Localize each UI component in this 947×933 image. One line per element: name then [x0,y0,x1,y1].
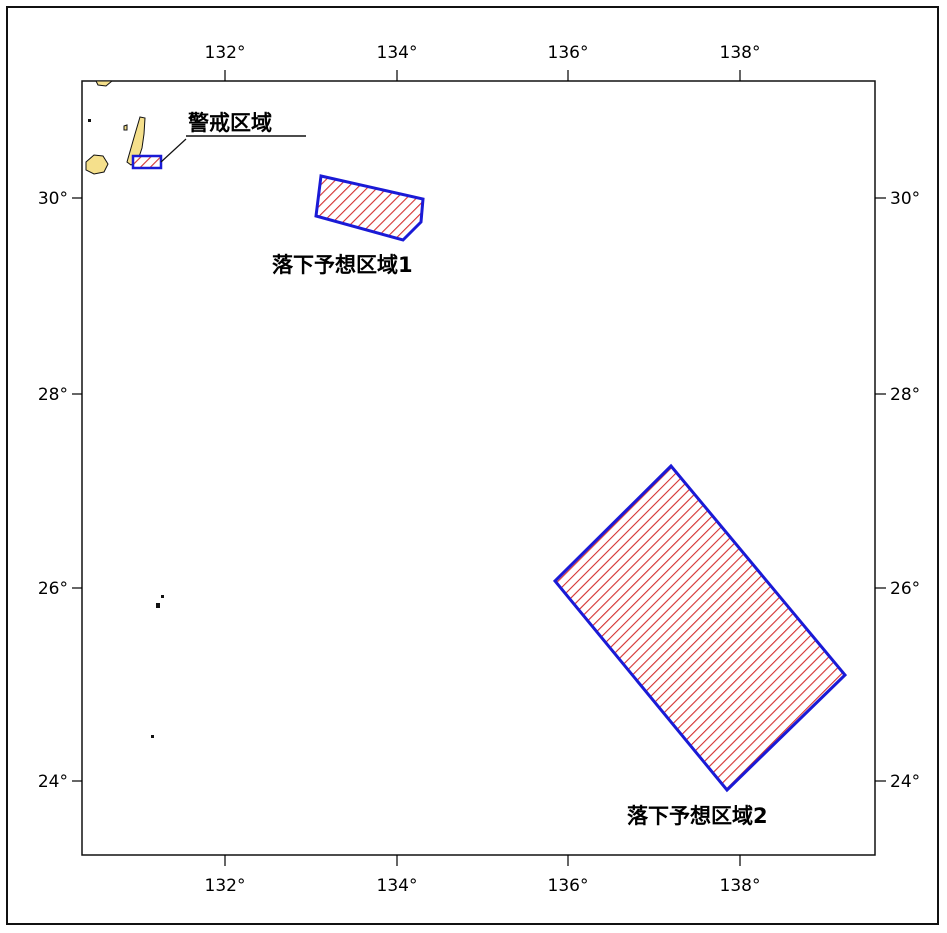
lon-label-bottom-138: 138° [720,876,761,896]
drop-zone-1 [314,174,425,242]
drop-zone-1-label: 落下予想区域1 [272,253,413,277]
drop-zone-2 [552,463,848,793]
lon-label-bottom-134: 134° [377,876,418,896]
lat-label-left-26: 26° [38,579,68,599]
lon-label-top-134: 134° [377,43,418,63]
island-top-left [95,80,114,87]
warning-zone [131,154,163,170]
lat-label-left-30: 30° [38,189,68,209]
outer-frame [6,6,939,925]
lat-label-left-28: 28° [38,385,68,405]
tiny-islets [88,119,164,738]
land-masses [85,80,146,175]
warning-zone-leader [160,138,187,163]
lat-label-right-26: 26° [890,579,920,599]
lon-label-top-132: 132° [205,43,246,63]
island-yakushima [85,154,109,175]
island-small-1 [123,124,128,131]
drop-zone-2-label: 落下予想区域2 [627,804,768,828]
lat-label-right-30: 30° [890,189,920,209]
lat-label-right-28: 28° [890,385,920,405]
lon-label-bottom-136: 136° [548,876,589,896]
lat-label-left-24: 24° [38,772,68,792]
warning-zone-label: 警戒区域 [187,111,272,135]
lon-label-top-136: 136° [548,43,589,63]
bottom-ticks [224,855,741,866]
right-ticks [875,197,886,782]
lon-label-top-138: 138° [720,43,761,63]
left-ticks [72,197,82,782]
top-ticks [224,70,741,81]
lat-label-right-24: 24° [890,772,920,792]
lon-label-bottom-132: 132° [205,876,246,896]
